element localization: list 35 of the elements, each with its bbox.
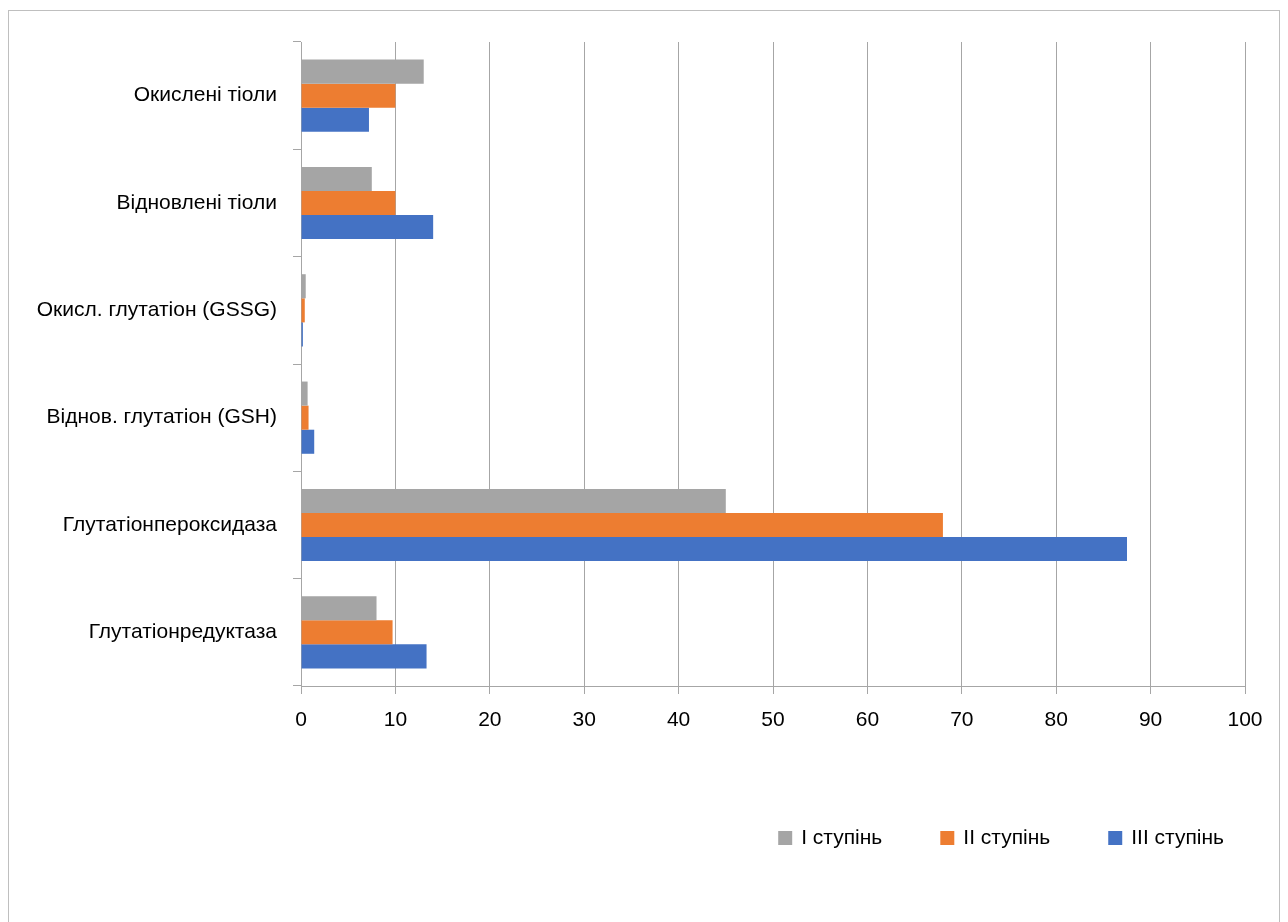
y-tick-label: Окислені тіоли (133, 82, 277, 106)
y-tick-label: Відновлені тіоли (116, 189, 277, 213)
bar (301, 596, 377, 621)
x-tick-label: 40 (666, 707, 691, 731)
x-tick-label: 70 (950, 707, 974, 731)
bar (301, 405, 309, 430)
bar (301, 190, 396, 216)
x-tick-label: 0 (295, 707, 307, 731)
x-tick-label: 30 (572, 707, 596, 731)
bar (301, 107, 369, 132)
x-tick-label: 80 (1044, 707, 1068, 731)
y-tick-label: Віднов. глутатіон (GSH) (46, 404, 277, 428)
bar (301, 537, 1127, 562)
legend-label: II ступінь (963, 824, 1051, 848)
bar (301, 274, 306, 299)
bar (301, 429, 315, 454)
y-tick-label: Глутатіонредуктаза (88, 619, 278, 643)
bar (301, 83, 396, 108)
bar (301, 512, 943, 538)
legend-label: I ступінь (801, 824, 883, 848)
x-tick-label: 100 (1227, 707, 1263, 731)
x-tick-label: 60 (855, 707, 880, 731)
bar (301, 644, 427, 669)
x-tick-label: 90 (1138, 707, 1163, 731)
y-tick-label: Окисл. глутатіон (GSSG) (36, 297, 277, 321)
bar (301, 166, 372, 191)
x-tick-label: 10 (383, 707, 408, 731)
bar (301, 215, 434, 240)
x-tick-label: 50 (761, 707, 785, 731)
bar (301, 381, 308, 406)
bar (301, 620, 393, 645)
legend-label: III ступінь (1131, 824, 1225, 848)
x-tick-label: 20 (478, 707, 502, 731)
bar (301, 298, 305, 323)
y-tick-label: Глутатіонпероксидаза (62, 511, 278, 535)
